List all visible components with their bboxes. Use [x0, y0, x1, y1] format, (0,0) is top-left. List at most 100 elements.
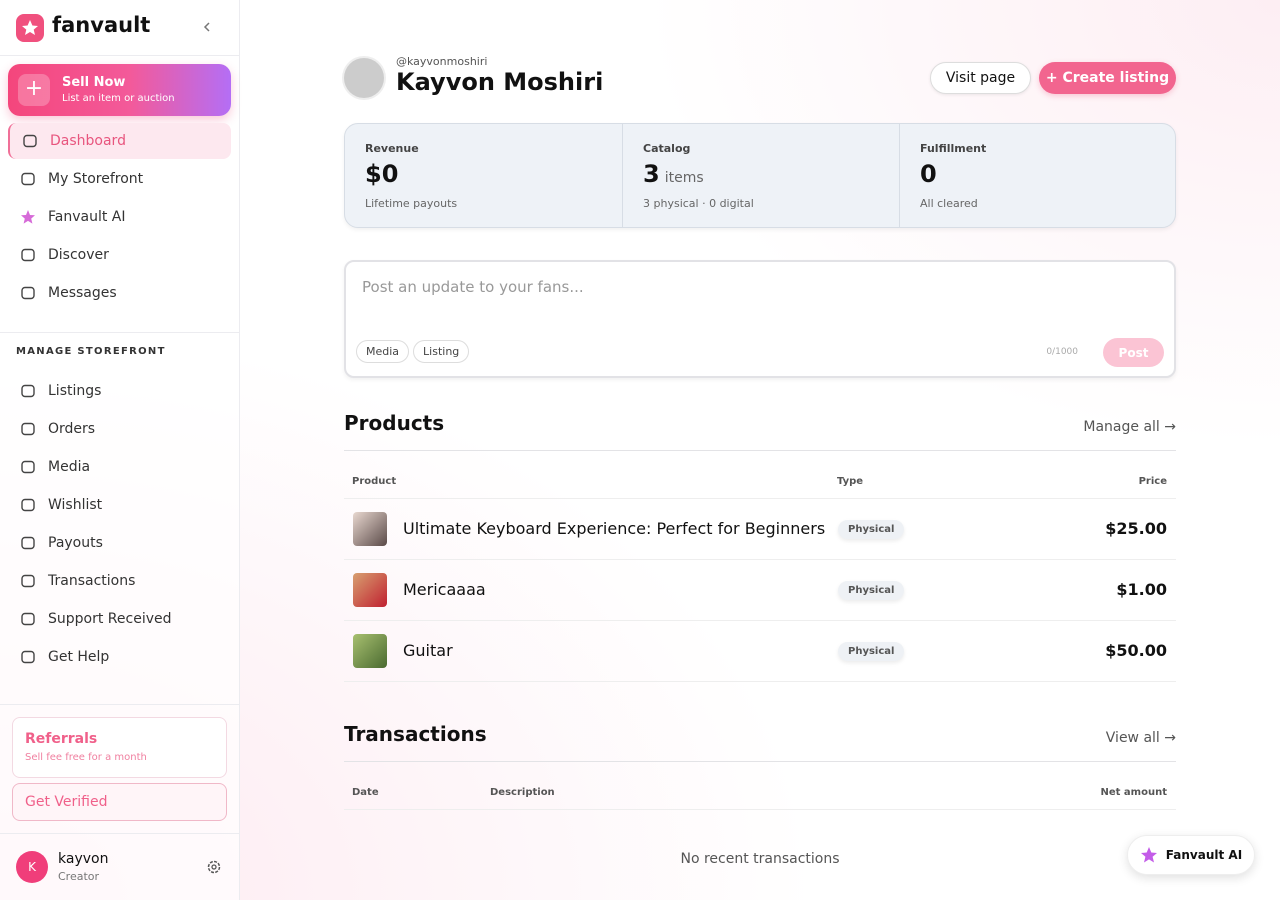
assistant-button[interactable]: Fanvault AI — [1127, 835, 1255, 875]
nav-icon — [21, 574, 35, 588]
nav-label: Support Received — [48, 611, 172, 627]
logo-icon — [16, 14, 44, 42]
stat-note: Lifetime payouts — [365, 197, 458, 210]
product-price: $50.00 — [1105, 641, 1167, 660]
nav-item[interactable]: Listings — [8, 373, 231, 409]
nav-item[interactable]: Get Help — [8, 639, 231, 675]
stat-value: 3 items — [643, 160, 704, 188]
sell-subtitle: List an item or auction — [62, 93, 175, 104]
nav-item[interactable]: Support Received — [8, 601, 231, 637]
composer[interactable]: Post an update to your fans... Media Lis… — [344, 260, 1176, 378]
product-name: Mericaaaa — [403, 580, 486, 599]
media-button[interactable]: Media — [356, 340, 410, 363]
nav-item[interactable]: Orders — [8, 411, 231, 447]
nav-item[interactable]: Fanvault AI — [8, 199, 231, 235]
collapse-button[interactable] — [200, 20, 214, 34]
product-thumb — [353, 634, 387, 668]
get-verified-button[interactable]: Get Verified — [12, 783, 227, 821]
stat-note: All cleared — [920, 197, 978, 210]
product-row[interactable]: Mericaaaa Physical $1.00 — [344, 560, 1176, 621]
column-header: Price — [1138, 476, 1167, 487]
divider — [0, 704, 239, 705]
nav-item[interactable]: Payouts — [8, 525, 231, 561]
empty-state: No recent transactions — [680, 851, 840, 867]
sell-now-button[interactable]: + Sell Now List an item or auction — [8, 64, 231, 116]
nav-label: Payouts — [48, 535, 103, 551]
composer-placeholder[interactable]: Post an update to your fans... — [362, 278, 584, 296]
create-listing-button[interactable]: + Create listing — [1039, 62, 1176, 94]
divider — [0, 332, 239, 333]
logo-star — [22, 20, 38, 35]
referrals-title: Referrals — [25, 731, 98, 747]
nav-icon — [21, 286, 35, 300]
product-thumb — [353, 573, 387, 607]
listing-button[interactable]: Listing — [413, 340, 470, 363]
nav-item[interactable]: Media — [8, 449, 231, 485]
nav-label: Orders — [48, 421, 96, 437]
profile-avatar — [344, 58, 384, 98]
column-header: Description — [490, 787, 555, 798]
stat: Catalog 3 items 3 physical · 0 digital — [622, 124, 899, 227]
nav-label: Messages — [48, 285, 117, 301]
nav-label: My Storefront — [48, 171, 144, 187]
nav-label: Dashboard — [50, 133, 126, 149]
user-avatar: K — [16, 851, 48, 883]
products-title: Products — [344, 411, 445, 435]
stat-number: 3 — [643, 160, 660, 188]
divider — [344, 498, 1176, 499]
settings-button[interactable] — [206, 859, 222, 875]
stat: Revenue $0 Lifetime payouts — [345, 124, 622, 227]
column-header: Date — [352, 787, 379, 798]
nav-item[interactable]: Transactions — [8, 563, 231, 599]
divider — [0, 833, 239, 834]
nav-label: Listings — [48, 383, 102, 399]
post-button[interactable]: Post — [1103, 338, 1164, 367]
product-type: Physical — [838, 642, 905, 661]
assistant-icon — [1140, 847, 1157, 863]
nav-item[interactable]: Wishlist — [8, 487, 231, 523]
stat-label: Catalog — [643, 142, 691, 155]
plus-icon: + — [18, 74, 50, 106]
nav-item[interactable]: Dashboard — [8, 123, 231, 159]
nav-icon — [21, 422, 35, 436]
visit-page-button[interactable]: Visit page — [930, 62, 1031, 94]
column-header: Type — [837, 476, 864, 487]
sidebar: fanvault + Sell Now List an item or auct… — [0, 0, 240, 900]
char-counter: 0/1000 — [1046, 347, 1078, 357]
nav-label: Fanvault AI — [48, 209, 126, 225]
composer-actions: Media Listing — [356, 340, 473, 363]
stats-card: Revenue $0 Lifetime payouts Catalog 3 items 3 … — [344, 123, 1176, 228]
nav-item[interactable]: Discover — [8, 237, 231, 273]
divider — [344, 809, 1176, 810]
divider — [0, 55, 239, 56]
nav-item[interactable]: Messages — [8, 275, 231, 311]
nav-item[interactable]: My Storefront — [8, 161, 231, 197]
stat-label: Fulfillment — [920, 142, 987, 155]
product-row[interactable]: Guitar Physical $50.00 — [344, 621, 1176, 682]
product-row[interactable]: Ultimate Keyboard Experience: Perfect fo… — [344, 499, 1176, 560]
nav-icon — [21, 384, 35, 398]
product-price: $25.00 — [1105, 519, 1167, 538]
manage-all-link[interactable]: Manage all → — [1083, 419, 1176, 435]
product-price: $1.00 — [1116, 580, 1167, 599]
stat: Fulfillment 0 All cleared — [899, 124, 1176, 227]
stat-value: $0 — [365, 160, 398, 188]
section-label: MANAGE STOREFRONT — [16, 346, 166, 357]
nav-label: Discover — [48, 247, 109, 263]
product-type: Physical — [838, 581, 905, 600]
nav-label: Get Help — [48, 649, 110, 665]
stat-value: 0 — [920, 160, 937, 188]
nav-label: Transactions — [48, 573, 136, 589]
product-name: Ultimate Keyboard Experience: Perfect fo… — [403, 519, 826, 538]
nav-icon — [21, 650, 35, 664]
stat-note: 3 physical · 0 digital — [643, 197, 754, 210]
referrals-card[interactable]: Referrals Sell fee free for a month — [12, 717, 227, 778]
view-all-link[interactable]: View all → — [1105, 730, 1176, 746]
stat-unit: items — [664, 170, 704, 186]
profile-name: Kayvon Moshiri — [396, 68, 604, 96]
divider — [344, 761, 1176, 762]
nav-icon — [21, 210, 35, 224]
divider — [344, 450, 1176, 451]
stat-number: $0 — [365, 160, 399, 188]
